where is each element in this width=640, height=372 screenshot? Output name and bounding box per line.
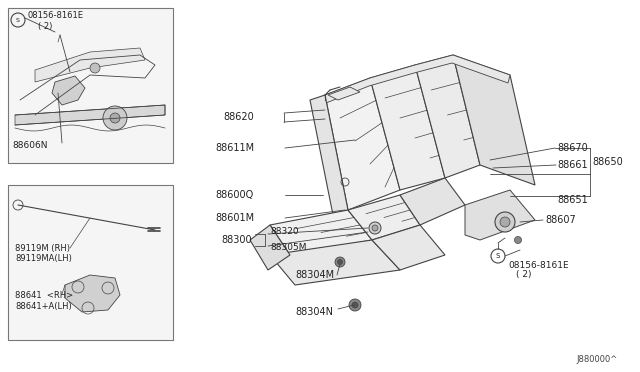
Polygon shape: [372, 225, 445, 270]
Polygon shape: [415, 55, 480, 178]
Text: ( 2): ( 2): [516, 270, 531, 279]
Circle shape: [337, 260, 342, 264]
Text: ( 2): ( 2): [38, 22, 52, 32]
Polygon shape: [35, 48, 145, 82]
Circle shape: [372, 225, 378, 231]
Circle shape: [495, 212, 515, 232]
Circle shape: [103, 106, 127, 130]
Text: 88304M: 88304M: [295, 270, 334, 280]
Text: 88600Q: 88600Q: [216, 190, 254, 200]
Circle shape: [349, 299, 361, 311]
Text: 88641  <RH>: 88641 <RH>: [15, 291, 73, 299]
Polygon shape: [310, 95, 348, 215]
Text: 88305M: 88305M: [270, 244, 307, 253]
Polygon shape: [328, 87, 360, 100]
Text: 88304N: 88304N: [295, 307, 333, 317]
Circle shape: [110, 113, 120, 123]
Text: 08156-8161E: 08156-8161E: [27, 12, 83, 20]
Text: 88641+A(LH): 88641+A(LH): [15, 301, 72, 311]
Text: S: S: [16, 17, 20, 22]
Polygon shape: [15, 105, 165, 125]
Polygon shape: [270, 210, 372, 255]
Text: 88300: 88300: [221, 235, 252, 245]
Bar: [8, 8, 173, 163]
Circle shape: [515, 237, 522, 244]
Bar: [8, 185, 173, 340]
Text: 88601M: 88601M: [215, 213, 254, 223]
Polygon shape: [348, 195, 420, 240]
Text: 88611M: 88611M: [215, 143, 254, 153]
Polygon shape: [400, 178, 465, 225]
Polygon shape: [465, 190, 535, 240]
Text: S: S: [496, 253, 500, 259]
Text: 88620: 88620: [223, 112, 254, 122]
Circle shape: [352, 302, 358, 308]
Circle shape: [90, 63, 100, 73]
Polygon shape: [453, 55, 535, 185]
Polygon shape: [250, 225, 290, 270]
Text: 88606N: 88606N: [12, 141, 47, 150]
Circle shape: [335, 257, 345, 267]
Polygon shape: [370, 65, 445, 190]
Text: 88650: 88650: [592, 157, 623, 167]
Text: 88607: 88607: [545, 215, 576, 225]
Text: 88320: 88320: [270, 228, 299, 237]
Circle shape: [369, 222, 381, 234]
Text: 88670: 88670: [557, 143, 588, 153]
Text: 89119M (RH): 89119M (RH): [15, 244, 70, 253]
Polygon shape: [65, 275, 120, 312]
Polygon shape: [270, 240, 400, 285]
Text: 89119MA(LH): 89119MA(LH): [15, 254, 72, 263]
Text: J880000^: J880000^: [577, 356, 618, 365]
Polygon shape: [325, 55, 510, 103]
Circle shape: [500, 217, 510, 227]
Text: 88651: 88651: [557, 195, 588, 205]
Polygon shape: [52, 76, 85, 105]
Text: 08156-8161E: 08156-8161E: [508, 262, 568, 270]
Text: 88661: 88661: [557, 160, 588, 170]
Polygon shape: [325, 78, 400, 210]
